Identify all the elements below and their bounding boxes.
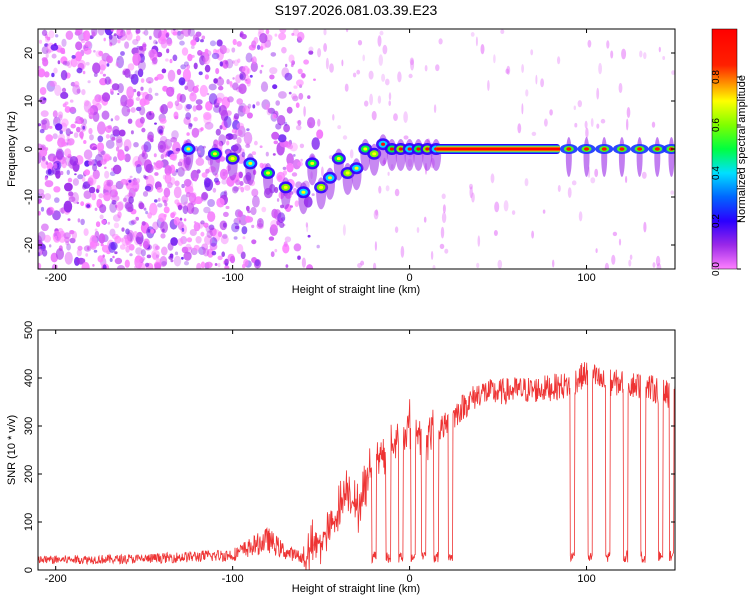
x-tick-label: -200 [45, 272, 67, 284]
spectrogram-x-label: Height of straight line (km) [292, 284, 420, 296]
x-tick-label: -200 [45, 573, 67, 585]
colorbar-tick-label: 0.4 [711, 166, 722, 180]
colorbar-gradient [712, 29, 737, 269]
snr-series-line [38, 362, 675, 570]
snr-frame [37, 329, 676, 571]
y-tick-label: 0 [23, 567, 35, 573]
snr-plot-area [38, 330, 675, 570]
snr-y-label: SNR (10 * v/v) [6, 415, 18, 485]
y-tick-label: 100 [23, 513, 35, 531]
y-tick-label: 500 [23, 321, 35, 339]
colorbar-ticks: 0.0 0.2 0.4 0.6 0.8 [711, 70, 741, 276]
colorbar-frame [711, 28, 738, 270]
y-tick-label: 200 [23, 465, 35, 483]
y-tick-label: 400 [23, 369, 35, 387]
y-tick-label: 0 [23, 146, 35, 152]
y-tick-label: 10 [23, 95, 35, 107]
x-tick-label: 0 [407, 573, 413, 585]
x-tick-label: 100 [577, 573, 595, 585]
x-tick-label: 0 [407, 272, 413, 284]
snr-x-label: Height of straight line (km) [292, 583, 420, 595]
colorbar-tick-label: 0.0 [711, 262, 722, 276]
colorbar-tick-label: 0.6 [711, 118, 722, 132]
colorbar-tick-label: 0.8 [711, 70, 722, 84]
snr-x-ticks: -200 -100 0 100 [45, 330, 596, 585]
y-tick-label: -10 [23, 189, 35, 205]
colorbar: 0.0 0.2 0.4 0.6 0.8 Normalized spectral ampl… [711, 28, 748, 276]
figure-title: S197.2026.081.03.39.E23 [275, 2, 438, 18]
spectrogram-image [38, 29, 675, 269]
snr-panel: -200 -100 0 100 0 100 200 300 400 500 Height of … [6, 321, 676, 595]
x-tick-label: 100 [577, 272, 595, 284]
y-tick-label: 300 [23, 417, 35, 435]
y-tick-label: 20 [23, 47, 35, 59]
snr-y-ticks: 0 100 200 300 400 500 [23, 321, 675, 573]
x-tick-label: -100 [222, 573, 244, 585]
y-tick-label: -20 [23, 237, 35, 253]
colorbar-tick-label: 0.2 [711, 214, 722, 228]
spectrogram-y-label: Frequency (Hz) [6, 111, 18, 187]
spectrogram-y-ticks: -20 -10 0 10 20 [23, 47, 675, 253]
colorbar-label: Normalized spectral amplitude [736, 75, 748, 223]
spectrogram-x-ticks: -200 -100 0 100 [45, 29, 596, 284]
x-tick-label: -100 [222, 272, 244, 284]
